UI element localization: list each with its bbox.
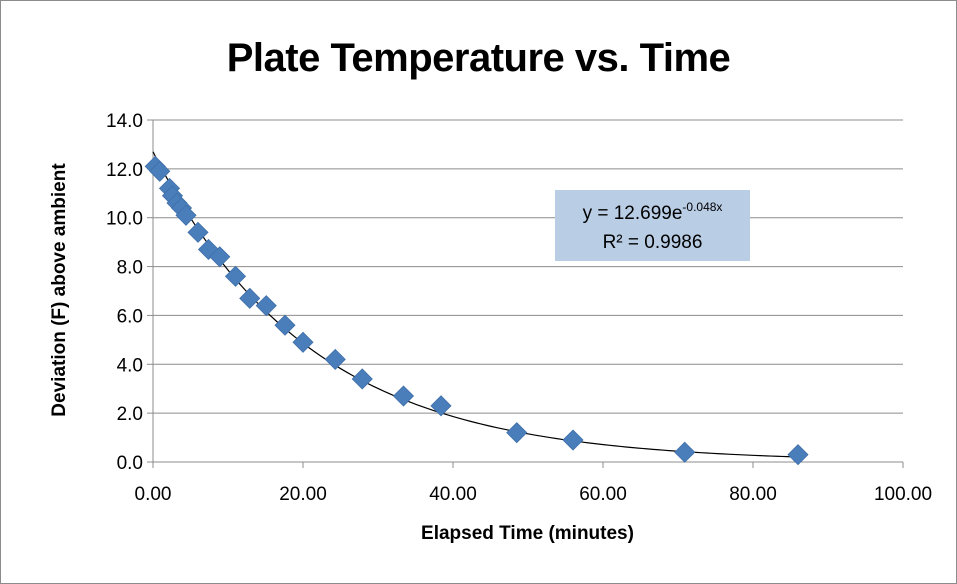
y-tick-label: 8.0 — [117, 258, 143, 279]
y-axis-label: Deviation (F) above ambient — [49, 163, 70, 417]
y-tick-labels: 0.0 2.0 4.0 6.0 8.0 10.0 12.0 14.0 — [106, 111, 143, 474]
data-point — [351, 368, 373, 390]
trendline-label: y = 12.699e-0.048x R² = 0.9986 — [555, 190, 750, 261]
x-tick-labels: 0.00 20.00 40.00 60.00 80.00 100.00 — [135, 484, 933, 505]
x-tick-label: 20.00 — [279, 484, 327, 505]
data-point — [239, 287, 261, 309]
data-point — [292, 331, 314, 353]
gridlines — [153, 119, 903, 414]
axes — [147, 119, 904, 468]
trendline-equation-exponent: -0.048x — [682, 200, 723, 214]
data-point — [324, 348, 346, 370]
trendline-r-squared: R² = 0.9986 — [602, 232, 703, 253]
x-tick-label: 100.00 — [874, 484, 932, 505]
data-points — [144, 155, 809, 466]
data-point — [175, 204, 197, 226]
y-tick-label: 6.0 — [117, 306, 143, 327]
y-tick-label: 12.0 — [106, 160, 143, 181]
data-point — [787, 444, 809, 466]
data-point — [224, 265, 247, 287]
x-tick-label: 80.00 — [729, 484, 777, 505]
y-tick-label: 2.0 — [117, 404, 143, 425]
y-tick-label: 0.0 — [117, 453, 143, 474]
x-tick-label: 0.00 — [135, 484, 172, 505]
data-point — [149, 160, 171, 182]
x-tick-label: 40.00 — [429, 484, 477, 505]
chart-title: Plate Temperature vs. Time — [226, 36, 731, 80]
data-point — [506, 422, 528, 444]
trendline-equation-base: y = 12.699e — [582, 203, 683, 224]
data-point — [209, 246, 231, 268]
data-point — [562, 429, 584, 451]
data-point — [674, 441, 696, 463]
data-point — [392, 385, 415, 407]
y-tick-label: 4.0 — [117, 355, 143, 376]
data-point — [187, 221, 209, 243]
trendline-equation: y = 12.699e-0.048x — [555, 199, 750, 228]
y-tick-label: 14.0 — [106, 111, 143, 132]
y-tick-label: 10.0 — [106, 209, 143, 230]
x-axis-label: Elapsed Time (minutes) — [421, 523, 634, 544]
data-point — [255, 295, 277, 317]
data-point — [274, 314, 296, 336]
data-point — [430, 395, 452, 417]
x-tick-label: 60.00 — [579, 484, 627, 505]
